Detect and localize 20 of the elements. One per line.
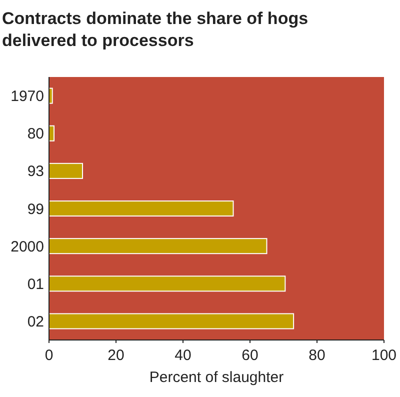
bar [48,238,268,254]
bar [48,276,286,292]
y-tick-label: 80 [27,126,44,143]
y-tick-label: 93 [27,163,44,180]
x-tick-label: 80 [308,347,326,364]
y-tick-label: 1970 [10,88,44,106]
x-tick-label: 100 [371,347,397,364]
bar [48,313,294,330]
y-tick-label: 02 [27,313,44,330]
x-tick-label: 60 [242,347,258,364]
bar [48,200,234,217]
y-tick-label: 99 [27,200,44,218]
x-axis-title: Percent of slaughter [149,369,284,386]
x-tick-label: 40 [174,347,192,364]
x-tick-label: 20 [108,347,124,364]
y-tick-label: 2000 [10,238,44,256]
x-tick-label: 0 [44,347,54,364]
bar [48,162,83,179]
y-tick-label: 01 [27,276,44,293]
chart-title: Contracts dominate the share of hogs delivered to processors [2,9,308,50]
